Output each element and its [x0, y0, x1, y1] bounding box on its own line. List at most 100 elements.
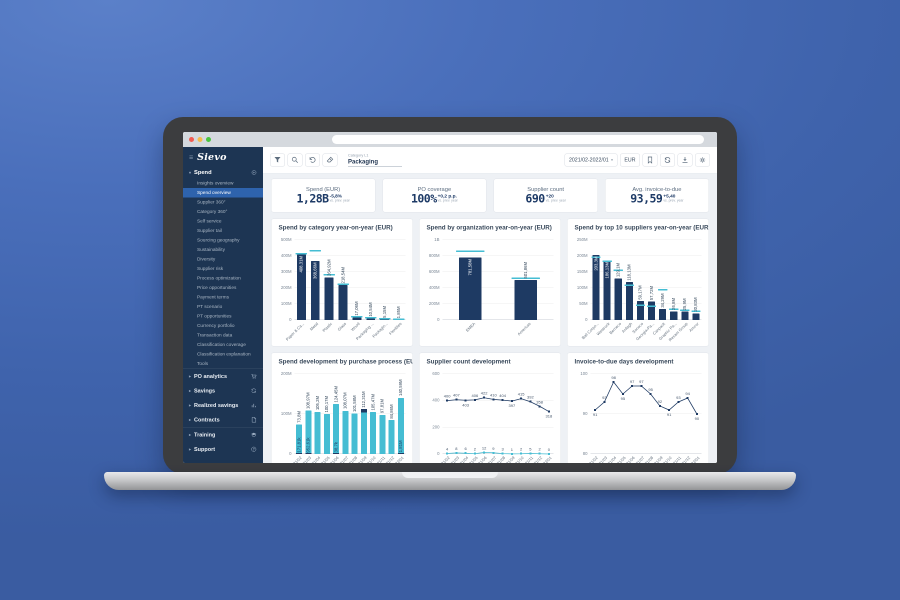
prev-year-marker[interactable]: [669, 308, 679, 310]
sidebar-item-diversity[interactable]: Diversity: [197, 256, 216, 263]
bar-amcor[interactable]: [692, 313, 700, 320]
sidebar-item-transaction-data[interactable]: Transaction data: [197, 332, 233, 339]
data-point[interactable]: [483, 451, 486, 454]
sidebar-item-price-opportunities[interactable]: Price opportunities: [197, 285, 237, 291]
bar-21-02[interactable]: [296, 424, 303, 454]
sidebar-item-realized-savings[interactable]: ▸ Realized savings: [183, 398, 263, 413]
data-point[interactable]: [538, 405, 541, 408]
bar-21-08[interactable]: [351, 413, 358, 454]
sidebar-item-pt-opportunities[interactable]: PT opportunities: [197, 313, 232, 320]
prev-year-marker[interactable]: [646, 305, 657, 307]
sidebar-item-pt-scenario[interactable]: PT scenario: [197, 304, 223, 310]
browser-address-bar[interactable]: [332, 135, 704, 144]
bar-ardagh[interactable]: [625, 282, 633, 320]
bar-21-06[interactable]: [333, 404, 340, 454]
data-point[interactable]: [640, 385, 643, 387]
bar-graphic-pa[interactable]: [670, 311, 678, 320]
sidebar-item-supplier-tail[interactable]: Supplier tail: [197, 228, 222, 234]
sidebar-item-self-service[interactable]: Self service: [197, 218, 222, 225]
prev-year-marker[interactable]: [602, 260, 612, 263]
prev-year-marker[interactable]: [365, 317, 377, 319]
bar-21-05[interactable]: [323, 413, 330, 454]
data-point[interactable]: [446, 399, 449, 402]
data-point[interactable]: [473, 452, 476, 455]
sidebar-item-po-analytics[interactable]: ▸ PO analytics: [183, 368, 263, 384]
data-point[interactable]: [464, 399, 467, 402]
bar-ball-corpo[interactable]: [592, 254, 600, 320]
settings-button[interactable]: [695, 153, 710, 167]
bookmark-button[interactable]: [642, 153, 658, 167]
data-point[interactable]: [603, 401, 606, 403]
data-point[interactable]: [473, 398, 476, 401]
data-point[interactable]: [547, 453, 550, 455]
data-point[interactable]: [492, 451, 495, 454]
data-point[interactable]: [538, 452, 541, 455]
non-po-segment[interactable]: [305, 453, 312, 454]
sidebar-item-savings[interactable]: ▸ Savings: [183, 384, 263, 399]
data-point[interactable]: [501, 452, 504, 455]
sidebar-section-spend[interactable]: ▾ Spend: [183, 166, 263, 179]
data-point[interactable]: [695, 413, 698, 415]
non-po-segment[interactable]: [360, 409, 367, 413]
filter-button[interactable]: [270, 153, 285, 167]
non-po-segment[interactable]: [333, 453, 340, 454]
period-dropdown[interactable]: 2021/02-2022/01 ▾: [564, 153, 618, 167]
bar-glass[interactable]: [338, 285, 348, 320]
sidebar-item-supplier-360[interactable]: Supplier 360°: [197, 199, 226, 206]
bar-21-09[interactable]: [360, 409, 367, 454]
sidebar-item-classification-coverage[interactable]: Classification coverage: [197, 342, 246, 348]
bar-wood[interactable]: [352, 317, 362, 320]
data-point[interactable]: [510, 452, 513, 455]
window-minimize-button[interactable]: [197, 137, 203, 142]
bar-canpack[interactable]: [659, 309, 667, 320]
bar-22-01[interactable]: [397, 397, 404, 454]
sidebar-item-contracts[interactable]: ▸ Contracts: [183, 413, 263, 428]
data-point[interactable]: [520, 452, 523, 455]
kpi-card-spend-eur[interactable]: Spend (EUR) 1,28B -5,8% vs. prev. year: [271, 178, 376, 213]
sidebar-item-insights-overview[interactable]: Insights overview: [197, 180, 234, 187]
bar-21-04[interactable]: [314, 411, 321, 454]
data-point[interactable]: [501, 399, 504, 402]
chart-spend-by-top-10-suppliers-year-on-year-eur[interactable]: Spend by top 10 suppliers year-on-year (…: [567, 218, 709, 347]
search-button[interactable]: [287, 153, 303, 167]
bar-packaging[interactable]: [366, 318, 376, 320]
sidebar-item-payment-terms[interactable]: Payment terms: [197, 294, 229, 301]
bar-21-03[interactable]: [305, 410, 312, 454]
data-point[interactable]: [483, 396, 486, 399]
prev-year-marker[interactable]: [323, 273, 335, 276]
bar-paper-ca[interactable]: [296, 254, 306, 320]
data-point[interactable]: [686, 397, 689, 399]
sidebar-item-tools[interactable]: Tools: [197, 361, 209, 367]
chart-spend-by-organization-year-on-year-eur[interactable]: Spend by organization year-on-year (EUR)…: [419, 218, 561, 347]
sidebar-item-classification-explanation[interactable]: Classification explanation: [197, 351, 251, 358]
prev-year-marker[interactable]: [624, 284, 634, 287]
prev-year-marker[interactable]: [691, 310, 701, 313]
window-zoom-button[interactable]: [206, 137, 211, 142]
sidebar-item-sustainability[interactable]: Sustainability: [197, 247, 225, 253]
sidebar-item-supplier-risk[interactable]: Supplier risk: [197, 266, 224, 272]
bar-packagin[interactable]: [380, 319, 390, 320]
prev-year-marker[interactable]: [309, 250, 322, 252]
data-point[interactable]: [658, 405, 661, 407]
download-button[interactable]: [677, 153, 693, 167]
bar-sonoco[interactable]: [636, 301, 644, 320]
prev-year-marker[interactable]: [511, 277, 541, 279]
data-point[interactable]: [529, 452, 532, 455]
bar-plastic[interactable]: [324, 277, 334, 320]
data-point[interactable]: [594, 409, 597, 411]
data-point[interactable]: [455, 398, 458, 401]
prev-year-marker[interactable]: [295, 253, 308, 255]
sidebar-item-training[interactable]: ▸ Training: [183, 427, 263, 442]
bar-berneco[interactable]: [614, 278, 622, 320]
non-po-segment[interactable]: [397, 453, 404, 454]
bar-metal[interactable]: [310, 261, 320, 320]
kpi-card-avg-invoice-to-due[interactable]: Avg. invoice-to-due 93,59 +5,40 vs. prev. y…: [604, 178, 709, 213]
filter-chip[interactable]: Category L1 Packaging: [348, 153, 403, 167]
undo-button[interactable]: [305, 153, 320, 167]
window-close-button[interactable]: [189, 137, 194, 142]
kpi-card-po-coverage[interactable]: PO coverage 100% +0,2 p.p. vs. prev. year: [382, 178, 487, 213]
sidebar-item-sourcing-geography[interactable]: Sourcing geography: [197, 237, 240, 244]
non-po-segment[interactable]: [296, 453, 303, 454]
bar-americas[interactable]: [514, 279, 537, 320]
prev-year-marker[interactable]: [680, 309, 690, 311]
